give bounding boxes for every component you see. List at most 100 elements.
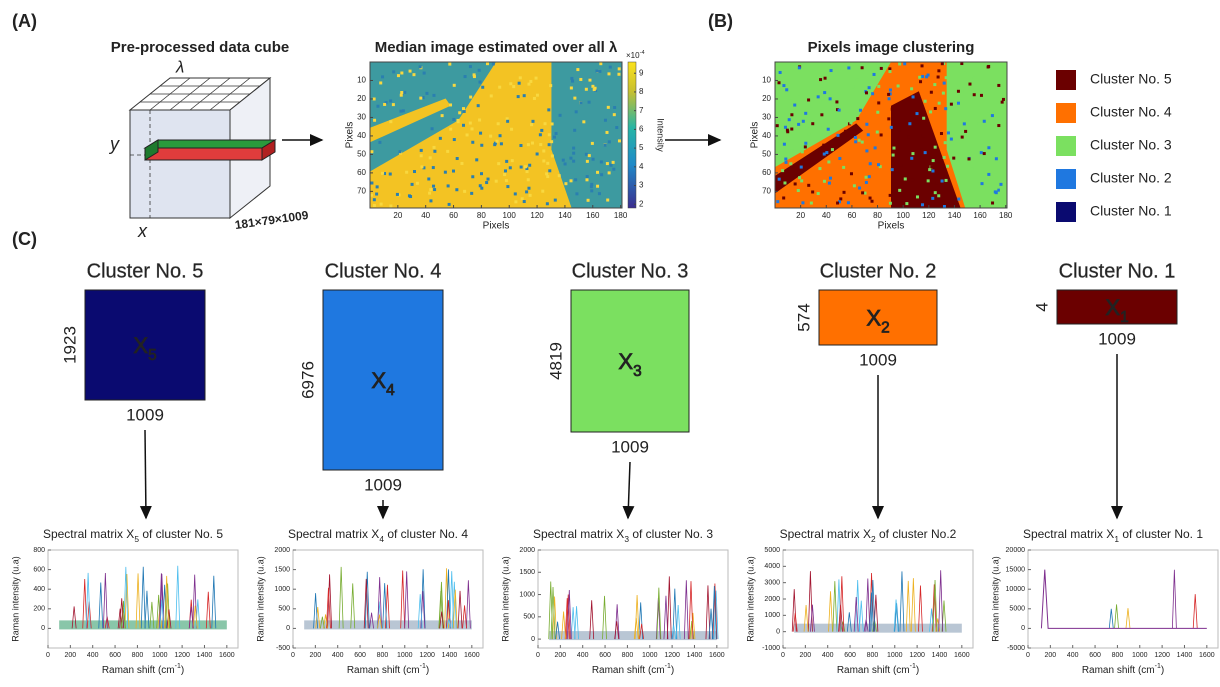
- heatmap-noise: [951, 66, 955, 70]
- heatmap-noise: [546, 175, 550, 179]
- heatmap-noise: [422, 71, 426, 75]
- heatmap-noise: [472, 73, 476, 77]
- heatmap-noise: [477, 68, 481, 72]
- spectrum-peak: [205, 591, 211, 629]
- heatmap-noise: [816, 192, 820, 196]
- heatmap-noise: [822, 143, 826, 147]
- colorbar: [627, 61, 637, 209]
- spectrum-peak: [893, 599, 899, 632]
- spectra-baseline: [549, 631, 717, 641]
- heatmap-noise: [481, 85, 485, 89]
- spectrum-peak: [656, 587, 662, 640]
- x-axis-label-part: ): [1161, 665, 1164, 676]
- heatmap-noise: [879, 133, 883, 137]
- heatmap-noise: [863, 191, 867, 195]
- heatmap-noise: [569, 156, 573, 160]
- heatmap-noise: [888, 201, 892, 205]
- heatmap-noise: [381, 75, 385, 79]
- spectrum-peak: [369, 612, 374, 629]
- heatmap-noise: [879, 66, 883, 70]
- heatmap-noise: [957, 197, 961, 201]
- cube-lambda: λ: [175, 57, 184, 76]
- heatmap-noise: [839, 124, 843, 128]
- spectrum-peak: [566, 589, 572, 640]
- y-tick-label: 10000: [1006, 586, 1026, 593]
- y-tick-label: 70: [762, 186, 771, 195]
- heatmap-noise: [875, 130, 879, 134]
- colorbar-tick-label: 5: [639, 143, 644, 152]
- heatmap-noise: [463, 189, 467, 193]
- heatmap-noise: [489, 94, 493, 98]
- spectra-baseline: [59, 620, 227, 630]
- heatmap-noise: [979, 151, 983, 155]
- heatmap-noise: [809, 201, 813, 205]
- spectrum-peak: [671, 625, 677, 640]
- heatmap-noise: [999, 182, 1003, 186]
- matrix-name-part: 4: [386, 382, 395, 399]
- heatmap-noise: [438, 136, 442, 140]
- heatmap-noise: [910, 87, 914, 91]
- spectrum-peak: [810, 604, 815, 632]
- heatmap-noise: [370, 193, 374, 197]
- spectrum-peak: [705, 585, 711, 640]
- heatmap-noise: [452, 138, 456, 142]
- heatmap-noise: [574, 178, 578, 182]
- x-tick-label: 800: [132, 652, 144, 659]
- spectrum-peak: [315, 607, 321, 629]
- spectrum-peak: [675, 604, 681, 640]
- heatmap-noise: [617, 72, 621, 76]
- legend-swatch: [1056, 169, 1076, 189]
- x-tick-label: 1000: [642, 652, 658, 659]
- plot-title-part: of cluster No. 1: [1119, 527, 1203, 541]
- heatmap-noise: [553, 198, 557, 202]
- heatmap-noise: [376, 104, 380, 108]
- heatmap-noise: [605, 130, 609, 134]
- heatmap-noise: [421, 96, 425, 100]
- heatmap-noise: [480, 186, 484, 190]
- spectrum-peak: [602, 595, 607, 640]
- heatmap-noise: [588, 78, 592, 82]
- x-tick-label: 0: [536, 652, 540, 659]
- spectrum-peak: [382, 583, 388, 629]
- legend-swatch: [1056, 136, 1076, 156]
- legend-label: Cluster No. 4: [1090, 104, 1172, 120]
- heatmap-noise: [991, 201, 995, 205]
- heatmap-noise: [1001, 148, 1005, 152]
- plot-title-part: 4: [379, 534, 384, 544]
- heatmap-noise: [590, 182, 594, 186]
- plot-title-part: 5: [134, 534, 139, 544]
- heatmap-noise: [582, 120, 586, 124]
- plot-title-part: of cluster No. 3: [629, 527, 713, 541]
- x-axis-label: Raman shift (cm-1): [102, 663, 184, 675]
- x-tick-label: 1600: [464, 652, 480, 659]
- spectrum-peak: [1108, 608, 1114, 629]
- heatmap-noise: [866, 133, 870, 137]
- heatmap-noise: [381, 171, 385, 175]
- panel-label: (A): [12, 11, 37, 31]
- heatmap-noise: [943, 141, 947, 145]
- spectrum-peak: [865, 578, 871, 632]
- x-tick-label: 0: [46, 652, 50, 659]
- heatmap-noise: [839, 197, 843, 201]
- heatmap-noise: [579, 77, 583, 81]
- spectrum-peak: [550, 586, 556, 640]
- heatmap-noise: [547, 108, 551, 112]
- heatmap-noise: [930, 165, 934, 169]
- x-tick-label: 140: [948, 211, 962, 220]
- heatmap-noise: [997, 83, 1001, 87]
- spectrum-peak: [452, 589, 458, 629]
- heatmap-noise: [785, 88, 789, 92]
- heatmap-noise: [465, 133, 469, 137]
- heatmap-noise: [463, 75, 467, 79]
- heatmap-noise: [933, 106, 937, 110]
- heatmap-noise: [928, 168, 932, 172]
- heatmap-noise: [468, 121, 472, 125]
- spectrum-peak: [666, 576, 672, 640]
- heatmap-noise: [607, 72, 611, 76]
- y-tick-label: 1500: [274, 566, 290, 573]
- heatmap-noise: [505, 159, 509, 163]
- heatmap-noise: [448, 62, 452, 66]
- spectrum-peak: [574, 606, 579, 640]
- heatmap-noise: [606, 198, 610, 202]
